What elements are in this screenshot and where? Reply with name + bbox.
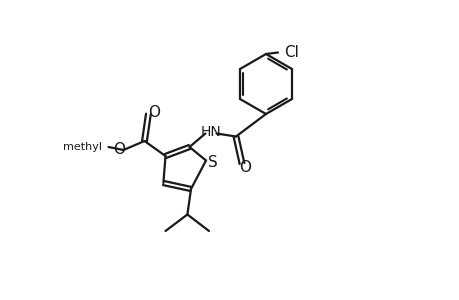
Text: O: O	[147, 105, 159, 120]
Text: S: S	[207, 155, 217, 170]
Text: O: O	[113, 142, 125, 158]
Text: Cl: Cl	[284, 45, 299, 60]
Text: HN: HN	[200, 125, 220, 139]
Text: O: O	[239, 160, 251, 175]
Text: methyl: methyl	[63, 142, 102, 152]
